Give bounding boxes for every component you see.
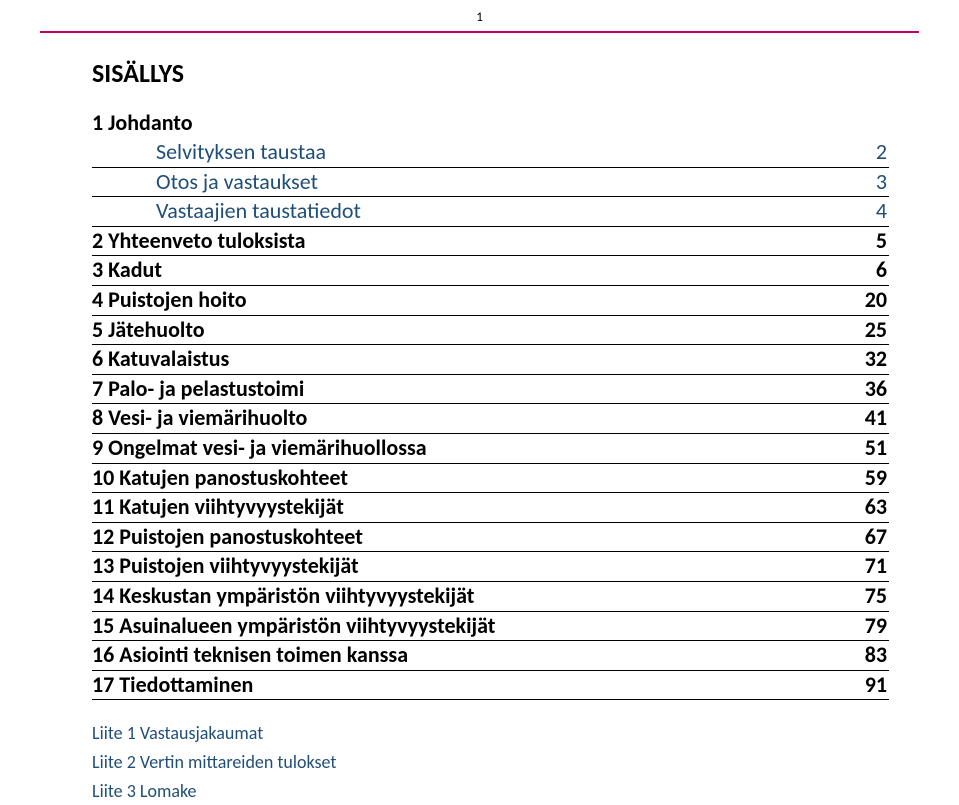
- toc-page: 5: [847, 227, 887, 256]
- toc-page: 79: [847, 612, 887, 641]
- toc-page: 67: [847, 523, 887, 552]
- toc-page: 6: [847, 256, 887, 285]
- toc-page: 41: [847, 404, 887, 433]
- toc-page: 63: [847, 493, 887, 522]
- toc-row: 11 Katujen viihtyvyystekijät63: [92, 493, 889, 523]
- toc-page: 4: [847, 197, 887, 226]
- page-number: 1: [40, 10, 919, 25]
- toc-label: 6 Katuvalaistus: [92, 345, 847, 374]
- toc-page: 25: [847, 316, 887, 345]
- toc-label: 9 Ongelmat vesi- ja viemärihuollossa: [92, 434, 847, 463]
- toc-label: 10 Katujen panostuskohteet: [92, 464, 847, 493]
- toc-row: 6 Katuvalaistus32: [92, 345, 889, 375]
- toc-row: 14 Keskustan ympäristön viihtyvyystekijä…: [92, 582, 889, 612]
- toc-label: 2 Yhteenveto tuloksista: [92, 227, 847, 256]
- toc-row: 16 Asiointi teknisen toimen kanssa83: [92, 641, 889, 671]
- toc-page: 91: [847, 671, 887, 700]
- toc-label: Vastaajien taustatiedot: [92, 197, 847, 226]
- toc-row: 17 Tiedottaminen91: [92, 671, 889, 701]
- toc-row: 2 Yhteenveto tuloksista5: [92, 227, 889, 257]
- toc-row: Selvityksen taustaa2: [92, 138, 889, 168]
- toc-label: 3 Kadut: [92, 256, 847, 285]
- appendix-item: Liite 3 Lomake: [92, 778, 889, 805]
- toc-label: 11 Katujen viihtyvyystekijät: [92, 493, 847, 522]
- toc-label: Selvityksen taustaa: [92, 138, 847, 167]
- toc-row: 12 Puistojen panostuskohteet67: [92, 523, 889, 553]
- toc-page: 36: [847, 375, 887, 404]
- toc-row: 13 Puistojen viihtyvyystekijät71: [92, 552, 889, 582]
- toc-label: 12 Puistojen panostuskohteet: [92, 523, 847, 552]
- toc-label: 8 Vesi- ja viemärihuolto: [92, 404, 847, 433]
- toc-page: 2: [847, 138, 887, 167]
- toc-row: 7 Palo- ja pelastustoimi36: [92, 375, 889, 405]
- toc-label: 14 Keskustan ympäristön viihtyvyystekijä…: [92, 582, 847, 611]
- toc-label: 16 Asiointi teknisen toimen kanssa: [92, 641, 847, 670]
- toc-label: 15 Asuinalueen ympäristön viihtyvyysteki…: [92, 612, 847, 641]
- toc-row: Vastaajien taustatiedot4: [92, 197, 889, 227]
- toc-section-head: 1 Johdanto: [92, 109, 889, 136]
- toc-page: 20: [847, 286, 887, 315]
- toc-row: 10 Katujen panostuskohteet59: [92, 464, 889, 494]
- toc-row: 4 Puistojen hoito20: [92, 286, 889, 316]
- toc-row: 15 Asuinalueen ympäristön viihtyvyysteki…: [92, 612, 889, 642]
- appendix-item: Liite 2 Vertin mittareiden tulokset: [92, 749, 889, 776]
- appendix-list: Liite 1 VastausjakaumatLiite 2 Vertin mi…: [92, 720, 889, 805]
- doc-title: SISÄLLYS: [92, 57, 889, 89]
- toc-row: 3 Kadut6: [92, 256, 889, 286]
- toc-label: Otos ja vastaukset: [92, 168, 847, 197]
- toc-row: Otos ja vastaukset3: [92, 168, 889, 198]
- toc-label: 17 Tiedottaminen: [92, 671, 847, 700]
- toc-page: 71: [847, 552, 887, 581]
- toc-page: 83: [847, 641, 887, 670]
- appendix-item: Liite 1 Vastausjakaumat: [92, 720, 889, 747]
- toc-page: 32: [847, 345, 887, 374]
- header-rule: [40, 31, 919, 33]
- toc-label: 7 Palo- ja pelastustoimi: [92, 375, 847, 404]
- toc-page: 59: [847, 464, 887, 493]
- toc-row: 8 Vesi- ja viemärihuolto41: [92, 404, 889, 434]
- toc-page: 3: [847, 168, 887, 197]
- toc-label: 13 Puistojen viihtyvyystekijät: [92, 552, 847, 581]
- toc-row: 5 Jätehuolto25: [92, 316, 889, 346]
- toc-label: 5 Jätehuolto: [92, 316, 847, 345]
- toc-page: 75: [847, 582, 887, 611]
- toc-label: 4 Puistojen hoito: [92, 286, 847, 315]
- toc-page: 51: [847, 434, 887, 463]
- table-of-contents: 1 JohdantoSelvityksen taustaa2Otos ja va…: [92, 109, 889, 700]
- toc-row: 9 Ongelmat vesi- ja viemärihuollossa51: [92, 434, 889, 464]
